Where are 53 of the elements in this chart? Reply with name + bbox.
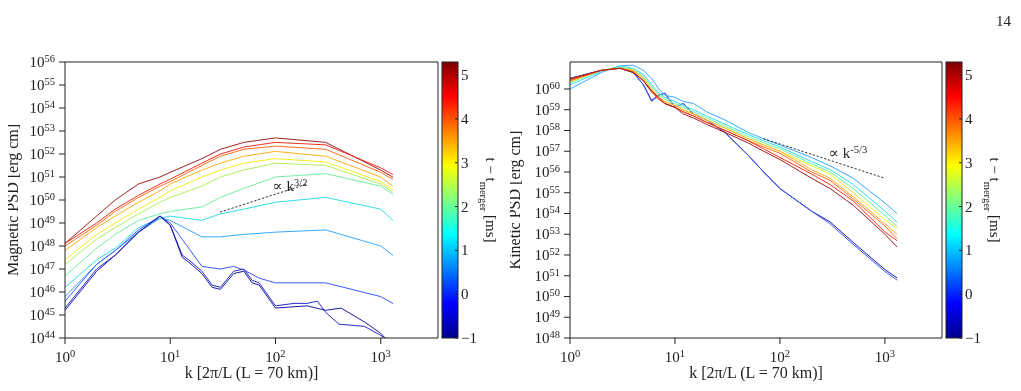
x-tick-label: 10$^{0}$	[54, 347, 76, 365]
x-tick-label: 10$^{2}$	[769, 347, 791, 365]
y-tick-label: 10$^{51}$	[29, 167, 55, 185]
annotation: ∝ k$^{-5/3}$	[828, 143, 868, 161]
x-tick-label: 10$^{3}$	[370, 347, 391, 365]
y-tick-label: 10$^{57}$	[534, 141, 560, 160]
color-bar-label: 3	[461, 154, 469, 171]
y-tick-label: 10$^{50}$	[29, 190, 55, 208]
color-bar-label: −1	[461, 330, 477, 346]
color-bar-label: 4	[965, 110, 973, 127]
y-tick-label: 10$^{52}$	[534, 245, 560, 263]
color-bar-label: 4	[461, 110, 469, 127]
y-tick-label: 10$^{59}$	[534, 100, 560, 118]
color-bar-label: 2	[461, 198, 469, 215]
annotation: ∝ k$^{3/2}$	[272, 176, 308, 194]
x-tick-label: 10$^{1}$	[160, 347, 181, 365]
color-bar-label: 1	[461, 242, 469, 259]
y-tick-label: 10$^{51}$	[534, 266, 560, 284]
color-bar-label: 1	[965, 242, 973, 259]
y-tick-label: 10$^{52}$	[29, 144, 55, 162]
color-bar-label: 3	[965, 154, 973, 171]
color-bar-label: 2	[965, 198, 973, 215]
color-bar-label: 0	[965, 286, 973, 303]
y-tick-label: 10$^{55}$	[29, 75, 55, 93]
color-bar-label: 0	[461, 286, 469, 303]
y-tick-label: 10$^{45}$	[29, 305, 55, 323]
x-tick-label: 10$^{2}$	[265, 347, 286, 365]
text: 14	[996, 13, 1012, 29]
y-tick-label: 10$^{46}$	[29, 282, 55, 300]
color-bar-label: 5	[965, 67, 973, 84]
y-tick-label: 10$^{55}$	[534, 183, 560, 201]
y-tick-label: 10$^{54}$	[534, 204, 561, 222]
y-tick-label: 10$^{53}$	[534, 224, 560, 243]
y-tick-label: 10$^{49}$	[534, 307, 560, 326]
x-axis-title: k [2π/L (L = 70 km)]	[689, 364, 823, 382]
y-tick-label: 10$^{49}$	[29, 213, 55, 231]
y-tick-label: 10$^{53}$	[29, 121, 55, 139]
color-bar-label: 5	[461, 67, 469, 84]
y-tick-label: 10$^{48}$	[534, 328, 560, 346]
y-tick-label: 10$^{58}$	[534, 121, 560, 139]
color-bar-label: −1	[965, 330, 981, 346]
y-tick-label: 10$^{50}$	[534, 287, 560, 305]
x-tick-label: 10$^{1}$	[664, 347, 686, 365]
y-tick-label: 10$^{56}$	[534, 162, 560, 180]
y-tick-label: 10$^{56}$	[29, 52, 55, 70]
x-tick-label: 10$^{0}$	[559, 347, 581, 365]
x-axis-title: k [2π/L (L = 70 km)]	[184, 364, 319, 382]
y-tick-label: 10$^{48}$	[29, 236, 55, 254]
y-tick-label: 10$^{60}$	[534, 79, 560, 97]
y-tick-label: 10$^{47}$	[29, 259, 55, 277]
y-tick-label: 10$^{54}$	[29, 98, 56, 116]
x-tick-label: 10$^{3}$	[874, 347, 896, 365]
y-tick-label: 10$^{44}$	[29, 328, 56, 346]
